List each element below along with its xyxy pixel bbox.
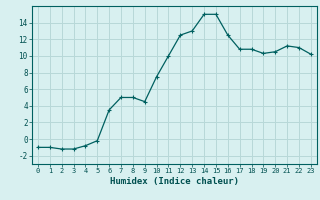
X-axis label: Humidex (Indice chaleur): Humidex (Indice chaleur) bbox=[110, 177, 239, 186]
